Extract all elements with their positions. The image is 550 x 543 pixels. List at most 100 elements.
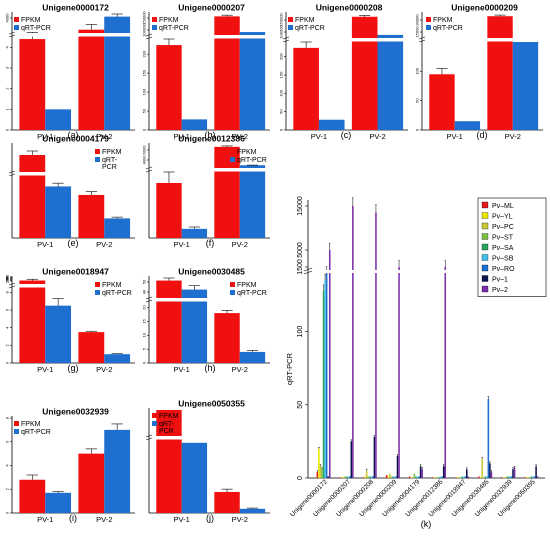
legend-swatch-fpkm: [14, 421, 19, 426]
x-tick-label: PV-1: [174, 515, 190, 524]
axis-break-band: [149, 436, 271, 440]
y-tick-label: 4000: [5, 13, 10, 23]
bar-qrt-pcr: [512, 42, 539, 130]
bar-Pv–SB: [532, 476, 534, 478]
legend-label-fpkm: FPKM: [159, 413, 179, 420]
y-tick-label: 4000: [142, 155, 147, 165]
axis-break-mark: [282, 36, 290, 43]
bar-Pv–PC: [319, 466, 322, 478]
legend-swatch-fpkm: [95, 282, 100, 287]
bar-qrt-pcr: [45, 305, 72, 363]
bar-Pv–SA: [484, 476, 487, 478]
bar-Pv–SB: [324, 280, 326, 478]
x-tick-label: PV-1: [37, 240, 53, 249]
panel-h: 0 5 10 15 20 40 50 PV-1 PV-2 Unigene0030485 FPKMqR…: [142, 267, 271, 374]
x-tick-label: PV-1: [37, 132, 53, 141]
legend-label-fpkm: FPKM: [21, 421, 41, 428]
bar-Pv–1: [489, 463, 491, 478]
x-tick-label: PV-1: [37, 365, 53, 374]
axis-break-band: [149, 298, 271, 302]
y-tick-label: 40: [142, 289, 147, 294]
axis-break-mark: [145, 296, 153, 303]
legend-label: Pv–PC: [492, 224, 514, 231]
bar-Pv–SB: [370, 476, 373, 478]
bar-Pv–ML: [339, 477, 342, 478]
bar-fpkm: [78, 194, 105, 238]
bar-Pv–PC: [481, 458, 483, 478]
bar-fpkm: [156, 45, 182, 130]
y-tick-label: 6000: [142, 145, 147, 155]
axis-break-band: [308, 270, 546, 273]
legend-swatch-qrt: [14, 25, 19, 30]
y-tick-label: 3: [5, 66, 10, 69]
y-tick-label: 150: [279, 71, 284, 78]
bar-Pv–PC: [458, 477, 460, 478]
bar-Pv–ML: [385, 475, 388, 478]
y-tick-label: 15: [142, 318, 147, 323]
y-tick-label: 100000: [142, 23, 147, 37]
bar-Pv–2: [328, 250, 331, 478]
y-tick-label: 20: [142, 305, 147, 310]
bar-Pv–SB: [462, 476, 465, 478]
bar-Pv–RO: [441, 476, 443, 478]
bar-Pv–RO: [325, 273, 328, 478]
bar-Pv–ML: [478, 476, 480, 478]
y-tick-label: 30: [5, 276, 10, 281]
y-tick-label: 1500: [297, 259, 304, 275]
bar-Pv–2: [490, 472, 493, 478]
bar-Pv–2: [467, 476, 470, 478]
x-tick-label: PV-2: [96, 365, 112, 374]
legend-label-fpkm: FPKM: [433, 17, 453, 24]
legend-label: Pv–2: [492, 287, 508, 294]
legend-swatch-fpkm: [230, 149, 235, 154]
bar-fpkm: [214, 491, 240, 513]
legend-label: Pv–SB: [492, 256, 514, 263]
bar-Pv–YL: [318, 448, 320, 478]
bar-Pv–PC: [504, 477, 507, 478]
y-tick-label: 30000: [415, 14, 420, 26]
panel-title: Unigene0000209: [451, 3, 518, 13]
bar-fpkm: [156, 410, 182, 513]
y-tick-label: 25: [5, 277, 10, 282]
panel-title: Unigene0030485: [178, 267, 245, 277]
panel-label: (e): [68, 238, 79, 248]
y-tick-label: 15000: [415, 26, 420, 38]
panel-title: Unigene0004179: [42, 134, 109, 144]
bar-Pv–SA: [345, 476, 348, 478]
bar-Pv–ML: [362, 477, 365, 478]
legend-swatch-qrt: [230, 290, 235, 295]
panel-title: Unigene0000172: [42, 3, 109, 13]
bar-qrt-pcr: [239, 508, 266, 513]
bar-Pv–ML: [501, 477, 503, 478]
panel-label: (a): [68, 130, 79, 140]
legend-swatch-qrt: [14, 429, 19, 434]
bar-Pv–SA: [530, 476, 533, 478]
bar-Pv–ST: [344, 476, 346, 478]
bar-qrt-pcr: [45, 109, 72, 130]
axis-break-mark: [8, 31, 16, 38]
y-tick-label: 5: [142, 347, 147, 350]
y-tick-label: 100: [279, 89, 284, 96]
bar-Pv–ST: [529, 477, 531, 478]
axis-break-band: [12, 284, 136, 288]
bar-fpkm: [78, 29, 105, 131]
bar-Pv–RO: [372, 476, 374, 478]
bar-fpkm: [214, 313, 240, 363]
bar-Pv–YL: [526, 477, 528, 478]
bar-Pv–RO: [395, 476, 397, 478]
legend-swatch-fpkm: [230, 282, 235, 287]
legend-label-qrt: qRT-PCR: [237, 157, 267, 164]
y-tick-label: 50: [415, 98, 420, 103]
axis-break-mark: [8, 282, 16, 289]
y-tick-label: 2: [5, 487, 10, 490]
bar-fpkm: [19, 155, 46, 238]
bar-Pv–SB: [439, 476, 442, 478]
legend-swatch-qrt: [95, 157, 100, 162]
legend-swatch-qrt: [152, 421, 157, 426]
